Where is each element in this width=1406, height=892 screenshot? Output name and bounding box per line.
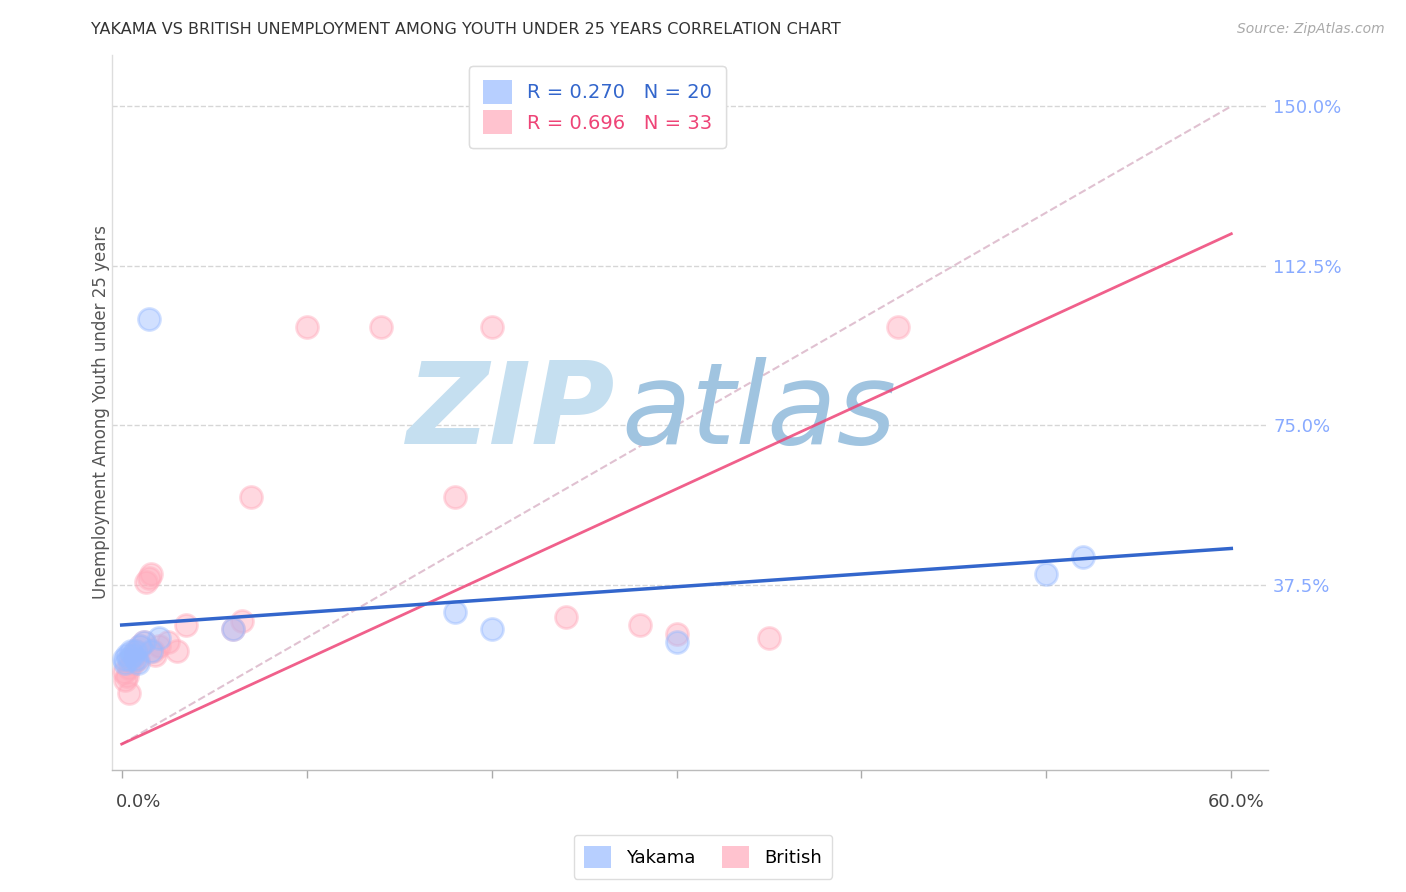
Point	[231, 614, 253, 628]
Point	[665, 635, 688, 649]
Point	[221, 622, 243, 636]
Point	[370, 320, 392, 334]
Point	[1073, 549, 1095, 564]
Point	[156, 635, 179, 649]
Point	[295, 320, 318, 334]
Legend: Yakama, British: Yakama, British	[574, 835, 832, 879]
Text: YAKAMA VS BRITISH UNEMPLOYMENT AMONG YOUTH UNDER 25 YEARS CORRELATION CHART: YAKAMA VS BRITISH UNEMPLOYMENT AMONG YOU…	[91, 22, 841, 37]
Point	[115, 669, 138, 683]
Point	[121, 648, 143, 662]
Point	[443, 605, 465, 619]
Point	[138, 571, 160, 585]
Point	[120, 652, 142, 666]
Point	[142, 643, 165, 657]
Point	[129, 640, 152, 654]
Legend: R = 0.270   N = 20, R = 0.696   N = 33: R = 0.270 N = 20, R = 0.696 N = 33	[470, 66, 725, 148]
Point	[135, 575, 157, 590]
Point	[221, 622, 243, 636]
Text: Source: ZipAtlas.com: Source: ZipAtlas.com	[1237, 22, 1385, 37]
Point	[114, 657, 136, 671]
Point	[887, 320, 910, 334]
Point	[758, 631, 780, 645]
Y-axis label: Unemployment Among Youth under 25 years: Unemployment Among Youth under 25 years	[93, 226, 110, 599]
Point	[118, 660, 141, 674]
Point	[554, 609, 576, 624]
Point	[132, 635, 155, 649]
Point	[132, 635, 155, 649]
Point	[1035, 566, 1057, 581]
Text: atlas: atlas	[621, 357, 896, 468]
Point	[118, 652, 141, 666]
Point	[240, 491, 263, 505]
Point	[166, 643, 188, 657]
Point	[127, 652, 149, 666]
Point	[481, 320, 503, 334]
Text: 0.0%: 0.0%	[117, 793, 162, 811]
Point	[443, 491, 465, 505]
Point	[143, 648, 166, 662]
Point	[124, 643, 146, 657]
Point	[176, 618, 198, 632]
Point	[114, 673, 136, 688]
Point	[628, 618, 651, 632]
Point	[112, 652, 135, 666]
Point	[118, 686, 141, 700]
Point	[141, 566, 163, 581]
Text: ZIP: ZIP	[406, 357, 616, 468]
Text: 60.0%: 60.0%	[1208, 793, 1264, 811]
Point	[138, 311, 160, 326]
Point	[121, 657, 143, 671]
Point	[125, 652, 148, 666]
Point	[124, 648, 146, 662]
Point	[481, 622, 503, 636]
Point	[148, 640, 170, 654]
Point	[120, 643, 142, 657]
Point	[125, 643, 148, 657]
Point	[148, 631, 170, 645]
Point	[127, 657, 149, 671]
Point	[665, 626, 688, 640]
Point	[141, 643, 163, 657]
Point	[115, 648, 138, 662]
Point	[112, 665, 135, 679]
Point	[129, 640, 152, 654]
